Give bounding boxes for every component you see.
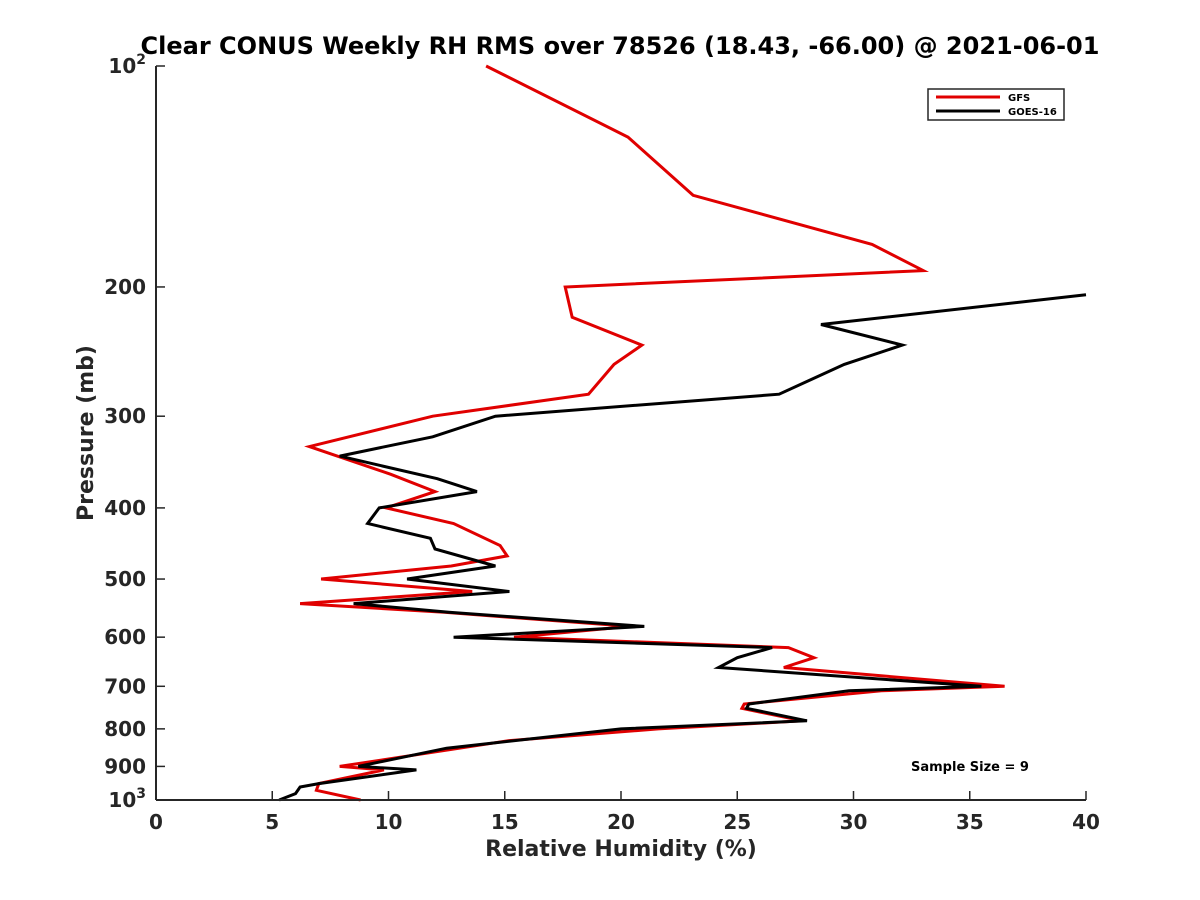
- x-axis-ticks: 0 5 10 15 20 25 30 35 40: [149, 791, 1100, 834]
- chart-title: Clear CONUS Weekly RH RMS over 78526 (18…: [141, 32, 1100, 60]
- x-axis-label: Relative Humidity (%): [485, 837, 757, 862]
- legend-box: [927, 88, 1065, 121]
- series-line-goes-16: [278, 293, 1087, 802]
- sample-size-annotation: Sample Size = 9: [911, 760, 1029, 775]
- y-tick-label: 102: [108, 52, 146, 78]
- legend-label-gfs: GFS: [1008, 93, 1030, 104]
- y-tick-label: 300: [104, 404, 146, 428]
- x-tick-label: 35: [956, 810, 984, 834]
- y-tick-label: 900: [104, 754, 146, 778]
- x-tick-label: 25: [723, 810, 751, 834]
- y-tick-label: 700: [104, 674, 146, 698]
- x-tick-label: 0: [149, 810, 163, 834]
- x-tick-label: 30: [840, 810, 868, 834]
- x-tick-label: 10: [375, 810, 403, 834]
- y-tick-label: 600: [104, 625, 146, 649]
- legend-label-goes16: GOES-16: [1008, 107, 1057, 118]
- plot-area: 0 5 10 15 20 25 30 35 40 102 200 300 400 500 600 700 80…: [104, 52, 1100, 834]
- y-tick-label: 200: [104, 275, 146, 299]
- x-tick-label: 20: [607, 810, 635, 834]
- y-axis-ticks: 102 200 300 400 500 600 700 800 900 103: [104, 52, 165, 812]
- y-axis-label: Pressure (mb): [74, 345, 99, 521]
- x-tick-label: 5: [265, 810, 279, 834]
- legend: GFS GOES-16: [927, 88, 1065, 121]
- y-tick-label: 400: [104, 496, 146, 520]
- y-tick-label: 103: [108, 786, 146, 812]
- series-layer: [278, 64, 1087, 802]
- y-tick-label: 800: [104, 717, 146, 741]
- y-tick-label: 500: [104, 567, 146, 591]
- x-tick-label: 40: [1072, 810, 1100, 834]
- x-tick-label: 15: [491, 810, 519, 834]
